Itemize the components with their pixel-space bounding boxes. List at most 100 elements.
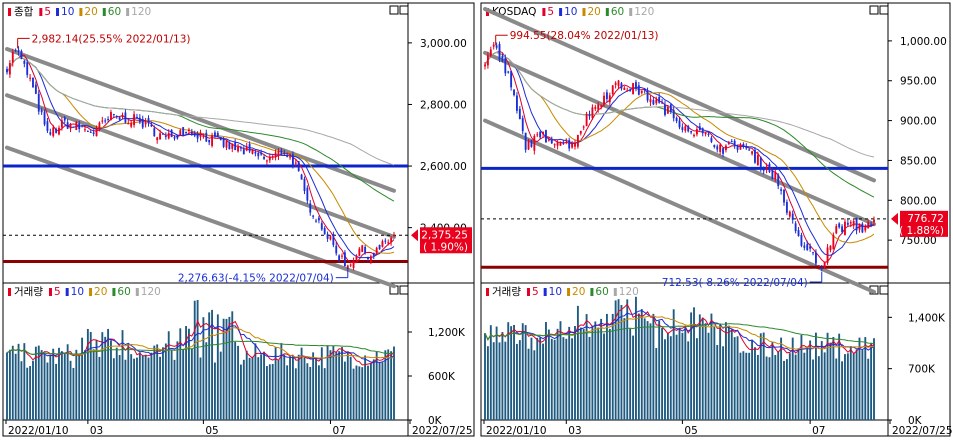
volume-bar [695, 338, 698, 420]
volume-bar [358, 366, 361, 420]
volume-bar [791, 337, 794, 420]
candle-body [20, 50, 23, 59]
volume-bar [199, 357, 202, 420]
candle-body [205, 132, 208, 142]
candle-body [713, 144, 716, 147]
volume-bar [8, 349, 11, 420]
candle-body [611, 85, 614, 94]
volume-bar [725, 322, 727, 420]
candle-body [687, 126, 690, 132]
candle-body [274, 152, 277, 158]
candle-body [844, 221, 846, 235]
volume-bar [211, 309, 213, 420]
candle-body [92, 132, 95, 134]
candle-body [147, 118, 150, 124]
volume-close-icon[interactable] [399, 285, 409, 295]
maximize-icon[interactable] [389, 5, 399, 15]
candle-body [309, 203, 312, 213]
volume-bar [838, 333, 841, 420]
volume-bar [257, 357, 260, 420]
low-annotation: 2,276.63(-4.15% 2022/07/04) [178, 273, 334, 285]
candle-body [617, 80, 620, 87]
x-tick-label: 03 [568, 425, 581, 437]
volume-bar [646, 321, 649, 420]
volume-bar [378, 362, 381, 420]
candle-body [237, 146, 239, 152]
x-tick-label: 2022/01/10 [486, 425, 547, 437]
candle-body [861, 223, 864, 233]
candle-body [632, 83, 634, 94]
candle-body [669, 104, 672, 113]
candle-body [605, 92, 608, 100]
volume-bar [690, 312, 693, 420]
legend-title: 종합 [14, 6, 34, 18]
candle-body [173, 137, 176, 139]
candle-body [26, 62, 29, 75]
volume-bar [193, 300, 196, 420]
candle-body [34, 84, 37, 94]
candle-body [664, 104, 666, 115]
candle-body [323, 228, 326, 234]
candle-body [162, 133, 164, 135]
volume-bar [323, 368, 326, 420]
current-price-value: 2,375.25 [421, 229, 468, 241]
candle-body [597, 104, 600, 110]
volume-bar [797, 348, 800, 420]
candle-body [783, 189, 785, 203]
volume-bar [835, 358, 838, 420]
high-annotation: 2,982.14(25.55% 2022/01/13) [32, 33, 191, 45]
volume-bar [291, 355, 294, 420]
legend-ma-swatch [526, 288, 530, 296]
volume-bar [248, 357, 251, 420]
candle-body [86, 130, 89, 132]
candle-body [762, 168, 765, 171]
volume-bar [390, 351, 393, 420]
candle-body [873, 219, 875, 223]
candle-body [326, 234, 329, 239]
volume-bar [518, 340, 521, 420]
volume-tick-label: 1,400K [908, 312, 946, 324]
close-icon[interactable] [879, 5, 889, 15]
candle-body [211, 135, 213, 146]
legend-ma-swatch [629, 8, 633, 16]
candle-body [294, 162, 297, 164]
volume-bar [672, 309, 675, 420]
candle-body [507, 71, 510, 73]
volume-ma-line-10 [484, 310, 875, 352]
legend-ma-10: 10 [71, 286, 84, 298]
candle-body [672, 109, 675, 119]
candle-body [124, 112, 127, 123]
candle-body [390, 238, 393, 243]
price-tick-label: 2,600.00 [420, 161, 467, 173]
candle-body [693, 134, 695, 137]
volume-bar [263, 351, 265, 420]
volume-bar [40, 350, 43, 420]
candle-body [841, 226, 844, 233]
candle-body [684, 126, 687, 131]
candle-body [358, 248, 361, 256]
volume-bar [608, 328, 611, 420]
volume-bar [626, 299, 629, 420]
volume-bar [214, 362, 216, 420]
volume-bar [95, 340, 98, 420]
volume-bar [849, 345, 852, 420]
candle-body [803, 245, 806, 248]
candle-body [809, 246, 812, 249]
candle-body [69, 124, 72, 129]
close-icon[interactable] [399, 5, 409, 15]
candle-body [136, 116, 138, 119]
volume-bar [231, 311, 234, 420]
volume-ma-line-20 [6, 327, 395, 359]
candle-body [23, 60, 26, 64]
candle-body [608, 95, 611, 103]
volume-bar [110, 340, 112, 420]
volume-bar [533, 350, 536, 420]
legend-ma-20: 20 [84, 6, 97, 18]
candle-body [635, 82, 637, 89]
price-tick-label: 1,000.00 [900, 36, 947, 48]
volume-bar [844, 354, 846, 420]
volume-close-icon[interactable] [879, 285, 889, 295]
x-tick-label: 2022/07/25 [892, 425, 953, 437]
volume-bar [121, 330, 124, 420]
maximize-icon[interactable] [869, 5, 879, 15]
